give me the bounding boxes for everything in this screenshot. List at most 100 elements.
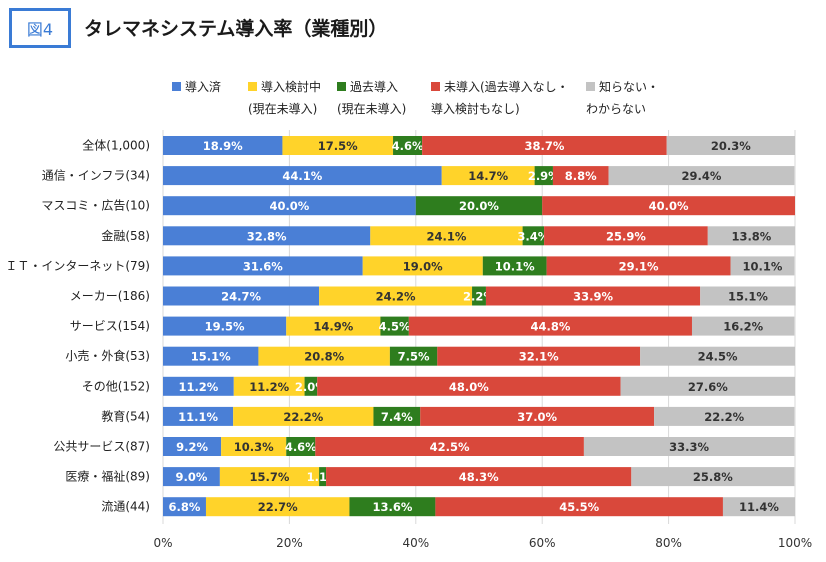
data-label: 7.5%: [398, 350, 430, 364]
legend-item-unknown: 知らない・ わからない: [586, 76, 659, 120]
bar-segment: [163, 256, 363, 276]
bar-segment: [472, 286, 486, 306]
bar-segment: [420, 406, 655, 426]
x-tick-label: 20%: [276, 536, 303, 550]
data-label: 17.5%: [318, 139, 358, 153]
data-label: 10.1%: [495, 259, 535, 273]
bar-segment: [349, 497, 436, 517]
data-label: 11.1%: [178, 410, 218, 424]
bar-segment: [163, 346, 259, 366]
data-label: 9.2%: [176, 440, 208, 454]
legend-swatch: [337, 82, 346, 91]
bar-segment: [317, 376, 621, 396]
legend-label: 知らない・: [599, 80, 660, 94]
chart-title: タレマネシステム導入率（業種別）: [84, 18, 388, 40]
data-label: 11.4%: [739, 500, 779, 514]
bar-segment: [583, 437, 795, 456]
bar-segment: [544, 226, 708, 246]
bar-segment: [304, 376, 318, 396]
data-label: 29.4%: [682, 169, 722, 183]
data-label: 13.8%: [731, 229, 771, 243]
data-label: 48.3%: [459, 470, 499, 484]
data-label: 10.1%: [742, 259, 782, 273]
x-tick-label: 80%: [655, 536, 682, 550]
legend-item-not-implemented: 未導入(過去導入なし・ 導入検討もなし): [431, 76, 569, 120]
bar-segment: [163, 286, 320, 306]
bar-segment: [370, 226, 523, 246]
data-label: 22.2%: [704, 410, 744, 424]
bar-segment: [393, 136, 423, 155]
legend-label: 導入検討中: [261, 80, 322, 94]
bar-segment: [389, 346, 438, 366]
bar-segment: [319, 286, 473, 306]
legend-label-line2: 導入検討もなし): [431, 102, 520, 116]
data-label: 4.6%: [285, 440, 317, 454]
bar-segment: [163, 316, 287, 336]
data-label: 10.3%: [234, 440, 274, 454]
bar-segment: [707, 226, 795, 246]
data-label: 44.1%: [282, 169, 322, 183]
category-label: マスコミ・広告(10): [41, 199, 150, 213]
data-label: 9.0%: [175, 470, 207, 484]
bar-segment: [163, 437, 222, 456]
bar-segment: [205, 497, 350, 517]
category-label: 教育(54): [101, 408, 150, 423]
data-label: 14.9%: [313, 320, 353, 334]
bar-segment: [722, 497, 795, 517]
bar-segment: [631, 467, 795, 487]
data-label: 3.4%: [517, 229, 549, 243]
data-label: 29.1%: [619, 259, 659, 273]
data-label: 32.8%: [247, 229, 287, 243]
bar-segment: [700, 286, 796, 306]
data-label: 8.8%: [565, 169, 597, 183]
category-label: 公共サービス(87): [53, 440, 150, 454]
x-tick-label: 100%: [778, 536, 812, 550]
bar-segment: [640, 346, 795, 366]
bar-segment: [163, 376, 234, 396]
data-label: 38.7%: [524, 139, 564, 153]
data-label: 2.9%: [528, 169, 560, 183]
data-label: 11.2%: [178, 380, 218, 394]
bar-segment: [163, 166, 442, 186]
data-label: 45.5%: [559, 500, 599, 514]
bar-segment: [408, 316, 692, 336]
bar-segment: [415, 196, 543, 216]
data-label: 24.1%: [426, 229, 466, 243]
data-label: 13.6%: [372, 500, 412, 514]
data-label: 48.0%: [449, 380, 489, 394]
data-label: 31.6%: [243, 259, 283, 273]
bar-segment: [552, 166, 609, 186]
bar-segment: [422, 136, 667, 155]
bar-segment: [534, 166, 553, 186]
data-label: 24.2%: [376, 290, 416, 304]
legend-label-line2: (現在未導入): [248, 102, 318, 116]
category-label: 金融(58): [101, 228, 150, 243]
category-label: 小売・外食(53): [65, 348, 150, 363]
data-label: 33.9%: [573, 290, 613, 304]
data-label: 20.0%: [459, 199, 499, 213]
bar-segment: [163, 497, 206, 517]
bar-segment: [608, 166, 795, 186]
bar-segment: [315, 437, 584, 456]
legend-label-line2: わからない: [586, 102, 647, 116]
data-label: 22.2%: [283, 410, 323, 424]
legend-item-past: 過去導入 (現在未導入): [337, 76, 406, 120]
data-label: 14.7%: [468, 169, 508, 183]
bar-segment: [163, 467, 220, 487]
data-label: 42.5%: [430, 440, 470, 454]
legend-label-line2: (現在未導入): [337, 102, 407, 116]
data-label: 24.5%: [698, 350, 738, 364]
bar-segment: [258, 346, 390, 366]
bar-segment: [373, 406, 421, 426]
category-label: 全体(1,000): [82, 138, 150, 153]
legend-swatch: [172, 82, 181, 91]
legend-item-implemented: 導入済: [172, 76, 221, 98]
bar-segment: [319, 467, 327, 487]
x-tick-label: 0%: [153, 536, 172, 550]
bar-segment: [435, 497, 723, 517]
data-label: 20.8%: [304, 350, 344, 364]
data-label: 44.8%: [530, 320, 570, 334]
bar-segment: [482, 256, 547, 276]
category-label: メーカー(186): [70, 289, 150, 303]
